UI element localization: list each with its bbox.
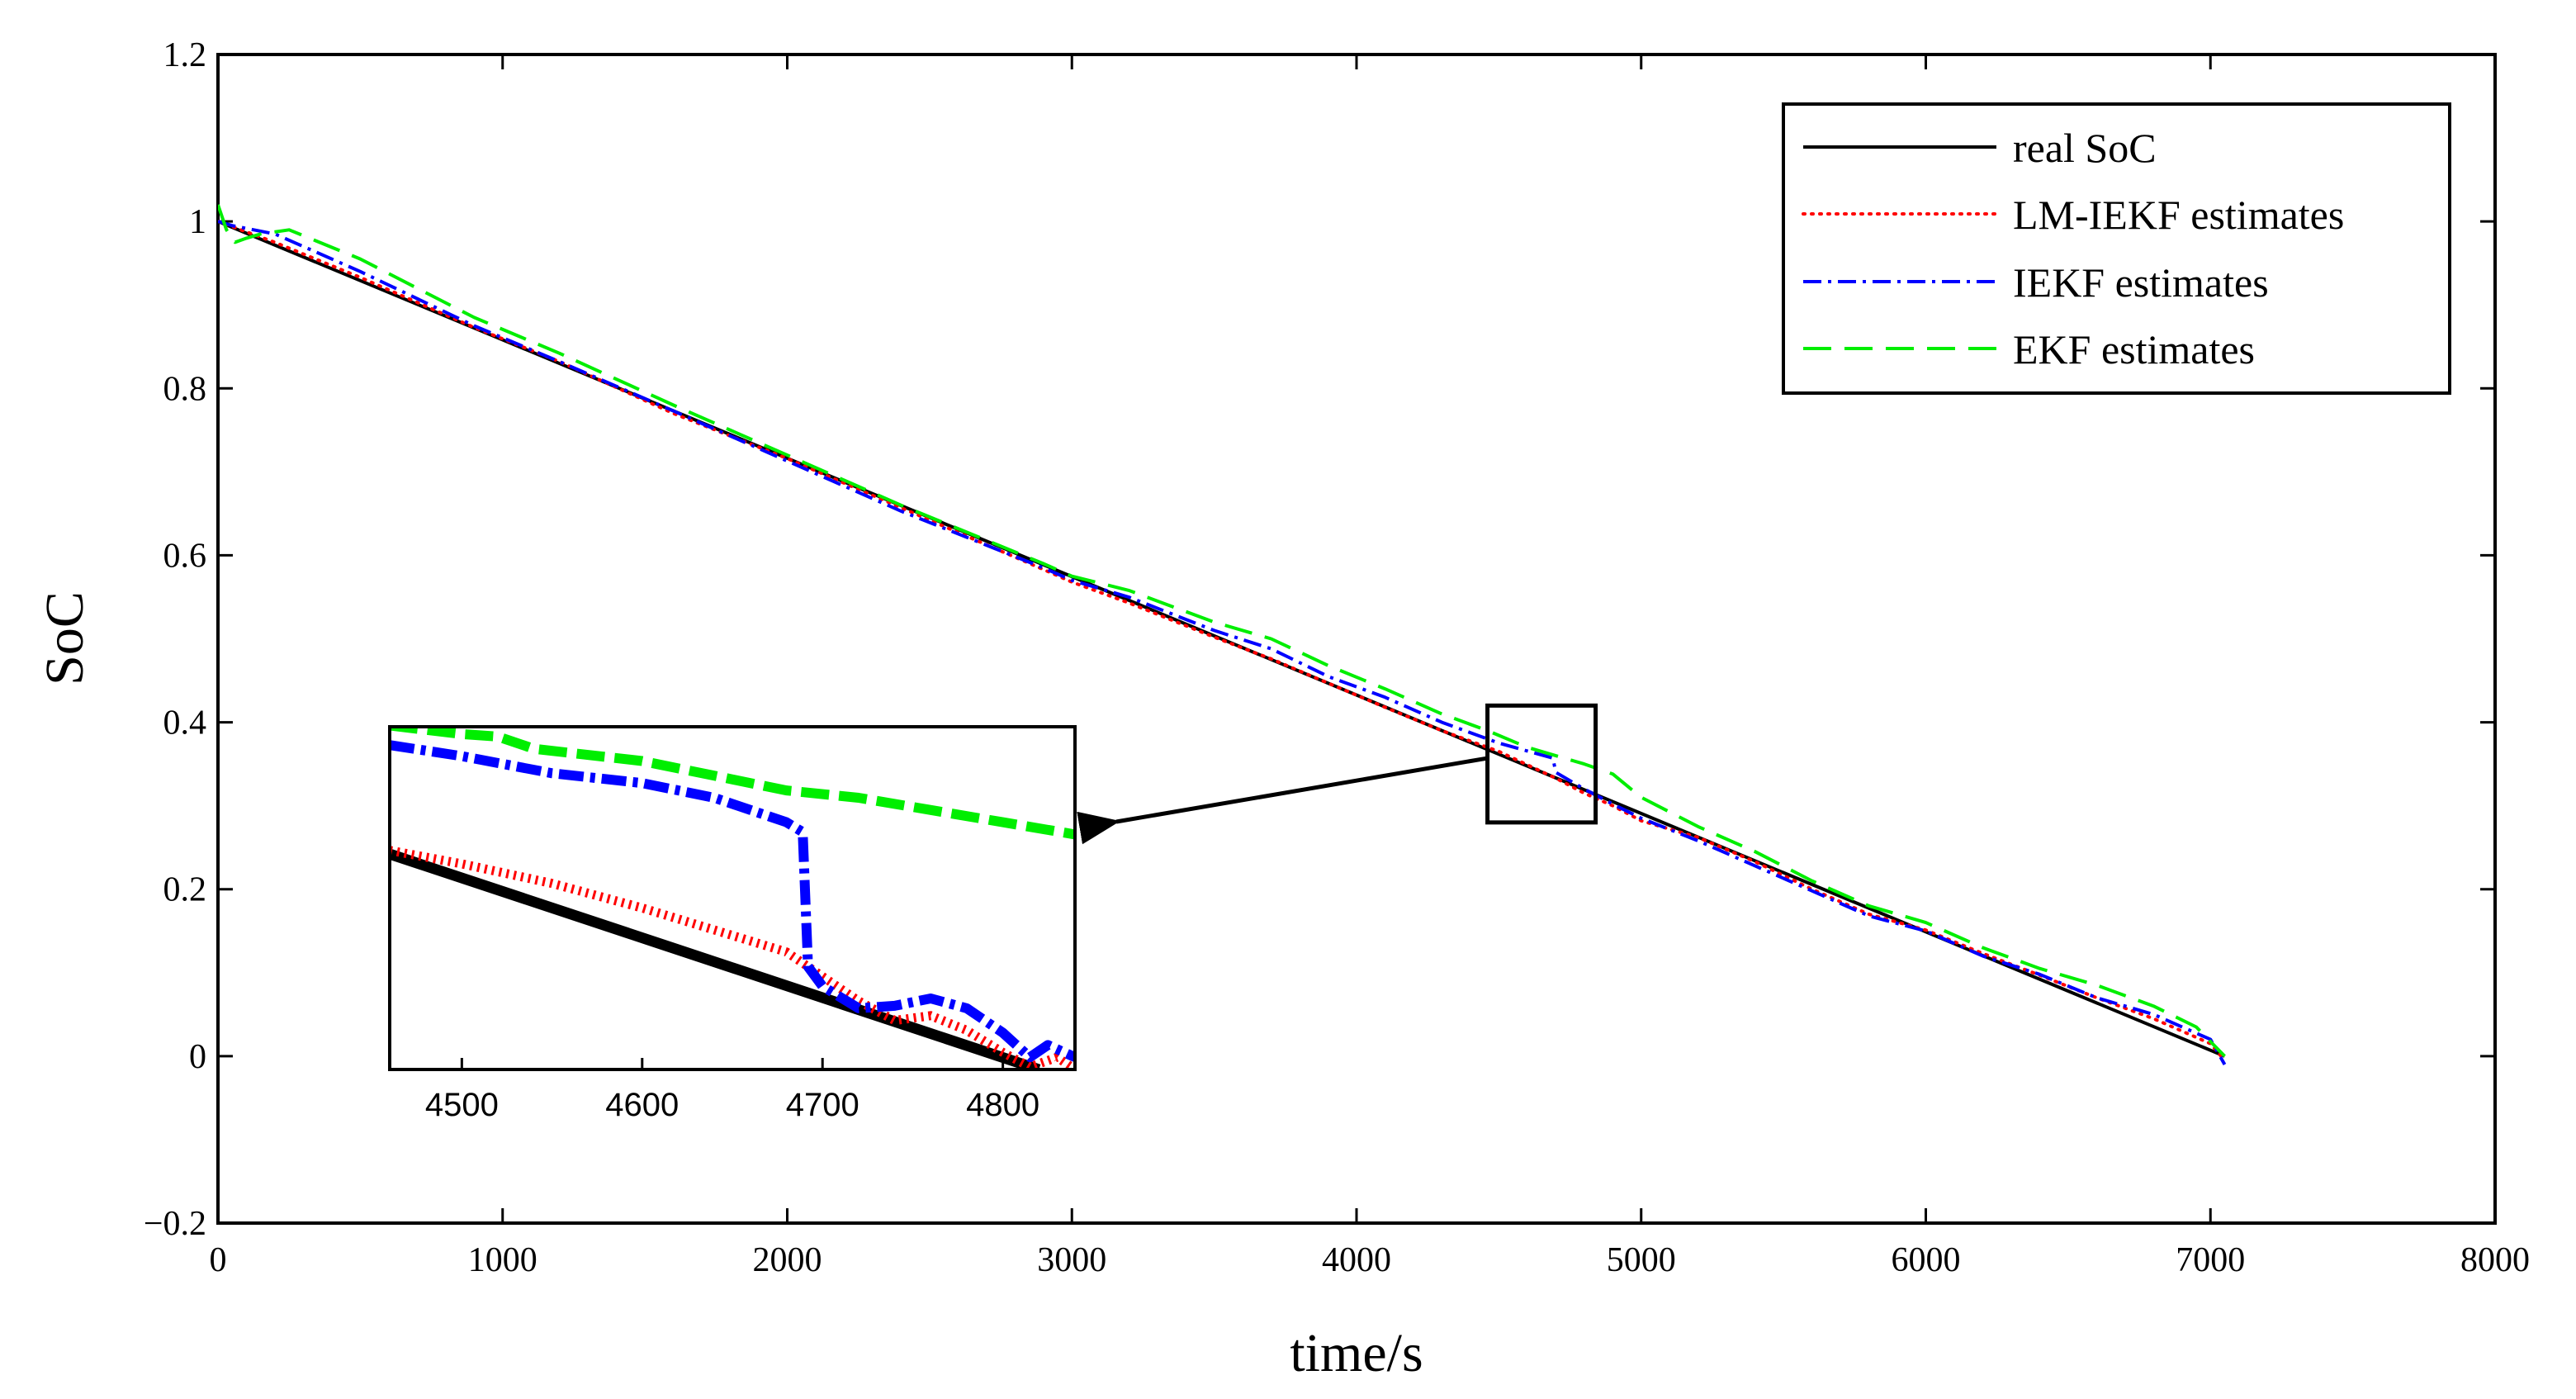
inset-x-tick-label: 4500 <box>425 1087 499 1123</box>
series-line-ekf-estimates <box>218 204 2226 1058</box>
legend-box <box>1782 102 2451 395</box>
y-tick-label: 1 <box>189 203 206 241</box>
y-tick-label: 0.8 <box>163 370 207 408</box>
x-tick-label: 2000 <box>753 1241 822 1279</box>
zoom-rectangle <box>1485 703 1598 825</box>
inset-x-tick-label: 4600 <box>605 1087 679 1123</box>
x-tick-label: 5000 <box>1607 1241 1676 1279</box>
legend-label-lm-iekf: LM-IEKF estimates <box>2013 192 2344 238</box>
y-tick-label: 0.6 <box>163 537 207 575</box>
y-tick-label: 0 <box>189 1038 206 1076</box>
inset-x-tick-label: 4800 <box>966 1087 1039 1123</box>
inset-frame <box>388 725 1077 1071</box>
x-tick-label: 7000 <box>2176 1241 2245 1279</box>
inset-series-group <box>390 727 1075 1069</box>
series-line-lm-iekf-estimates <box>218 220 2227 1062</box>
legend: real SoC LM-IEKF estimates IEKF estimate… <box>1782 102 2451 395</box>
y-tick-label: 0.2 <box>163 871 207 909</box>
y-tick-label: 0.4 <box>163 704 207 742</box>
legend-label-real-soc: real SoC <box>2013 125 2157 171</box>
y-axis-label: SoC <box>35 591 95 685</box>
x-tick-label: 6000 <box>1892 1241 1961 1279</box>
x-tick-label: 0 <box>210 1241 227 1279</box>
inset-series-line-iekf-estimates <box>390 740 1075 1063</box>
inset-x-tick-label: 4700 <box>786 1087 859 1123</box>
series-line-iekf-estimates <box>218 220 2227 1065</box>
y-tick-label: −0.2 <box>144 1205 206 1243</box>
series-line-real-soc <box>218 220 2226 1058</box>
x-tick-label: 1000 <box>468 1241 537 1279</box>
inset-plot: 4500 4600 4700 4800 <box>388 725 1077 1123</box>
inset-series-line-ekf-estimates <box>390 727 1075 840</box>
x-tick-label: 3000 <box>1037 1241 1106 1279</box>
main-series-group <box>218 204 2227 1065</box>
main-axis-ticks: 0 1000 2000 3000 4000 5000 6000 7000 8000−0.200.… <box>144 36 2530 1279</box>
y-tick-label: 1.2 <box>163 36 207 74</box>
x-axis-label: time/s <box>1290 1323 1423 1383</box>
inset-series-line-real-soc <box>390 848 1041 1069</box>
x-tick-label: 4000 <box>1322 1241 1391 1279</box>
inset-axis-ticks: 4500 4600 4700 4800 <box>425 1058 1039 1123</box>
x-tick-label: 8000 <box>2460 1241 2530 1279</box>
legend-label-iekf: IEKF estimates <box>2013 259 2269 306</box>
legend-label-ekf: EKF estimates <box>2013 326 2255 372</box>
inset-series-line-lm-iekf-estimates <box>390 846 1075 1069</box>
zoom-arrow <box>1077 756 1489 845</box>
